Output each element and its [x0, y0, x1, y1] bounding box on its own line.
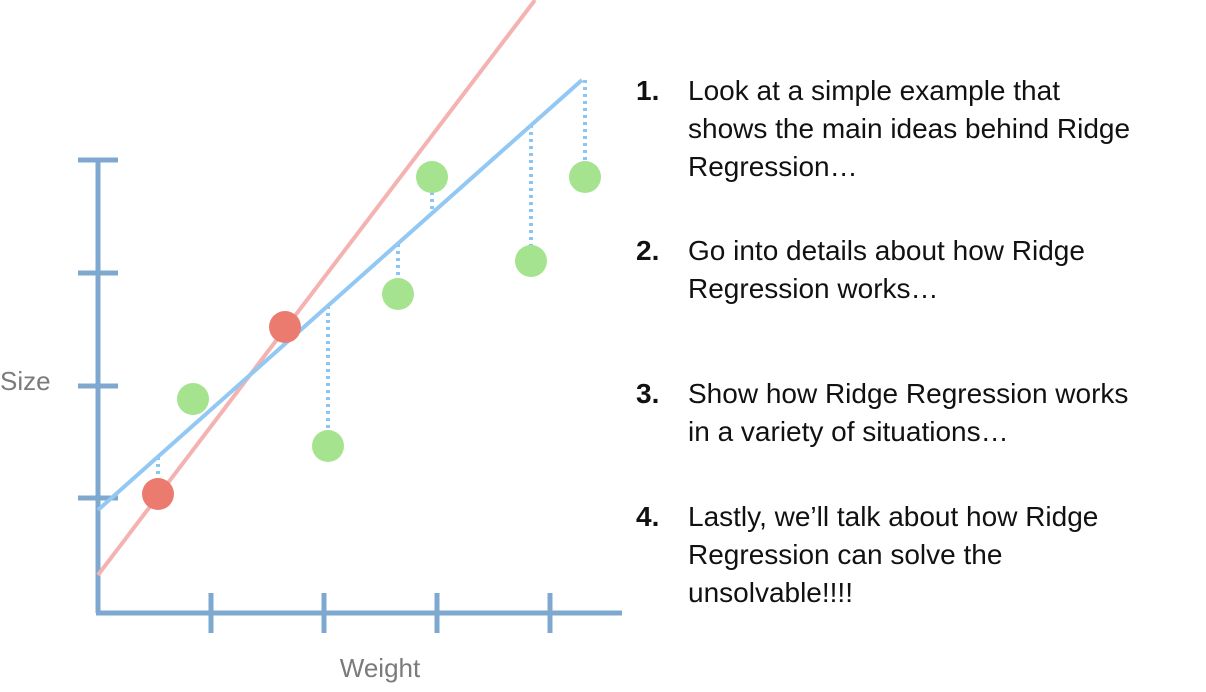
step-line: Go into details about how Ridge — [688, 235, 1085, 266]
step: 1. Look at a simple example that shows the… — [636, 72, 1130, 186]
step-text: Lastly, we’ll talk about how Ridge Regres… — [688, 498, 1098, 612]
step-line: Lastly, we’ll talk about how Ridge — [688, 501, 1099, 532]
step: 3. Show how Ridge Regression works in a va… — [636, 375, 1128, 451]
step-line: in a variety of situations… — [688, 416, 1009, 447]
step-text: Look at a simple example that shows the m… — [688, 72, 1130, 186]
points — [177, 161, 601, 462]
step-text: Go into details about how Ridge Regressio… — [688, 232, 1085, 308]
step: 2. Go into details about how Ridge Regress… — [636, 232, 1085, 308]
point — [177, 383, 209, 415]
step-text: Show how Ridge Regression works in a vari… — [688, 375, 1128, 451]
point — [312, 430, 344, 462]
regression-diagram: Size Weight — [0, 0, 622, 683]
least-squares-line — [96, 78, 584, 512]
step-line: Look at a simple example that — [688, 75, 1060, 106]
step-line: Regression… — [688, 151, 858, 182]
y-axis-label: Size — [0, 366, 51, 396]
point — [515, 245, 547, 277]
step-number: 3. — [636, 378, 660, 409]
step-line: shows the main ideas behind Ridge — [688, 113, 1131, 144]
step-line: Regression can solve the — [688, 539, 1003, 570]
point — [142, 478, 174, 510]
step-line: Show how Ridge Regression works — [688, 378, 1129, 409]
point — [569, 161, 601, 193]
step-number: 4. — [636, 501, 660, 532]
point — [416, 161, 448, 193]
axes — [78, 157, 622, 633]
point — [269, 311, 301, 343]
step-line: unsolvable!!!! — [688, 577, 853, 608]
step-number: 2. — [636, 235, 660, 266]
step-line: Regression works… — [688, 273, 939, 304]
ridge-line — [96, 0, 537, 577]
training-points — [142, 311, 301, 510]
step-number: 1. — [636, 75, 660, 106]
residuals — [156, 80, 587, 480]
step: 4. Lastly, we’ll talk about how Ridge Regr… — [636, 498, 1098, 612]
x-axis-label: Weight — [340, 653, 421, 683]
point — [382, 278, 414, 310]
